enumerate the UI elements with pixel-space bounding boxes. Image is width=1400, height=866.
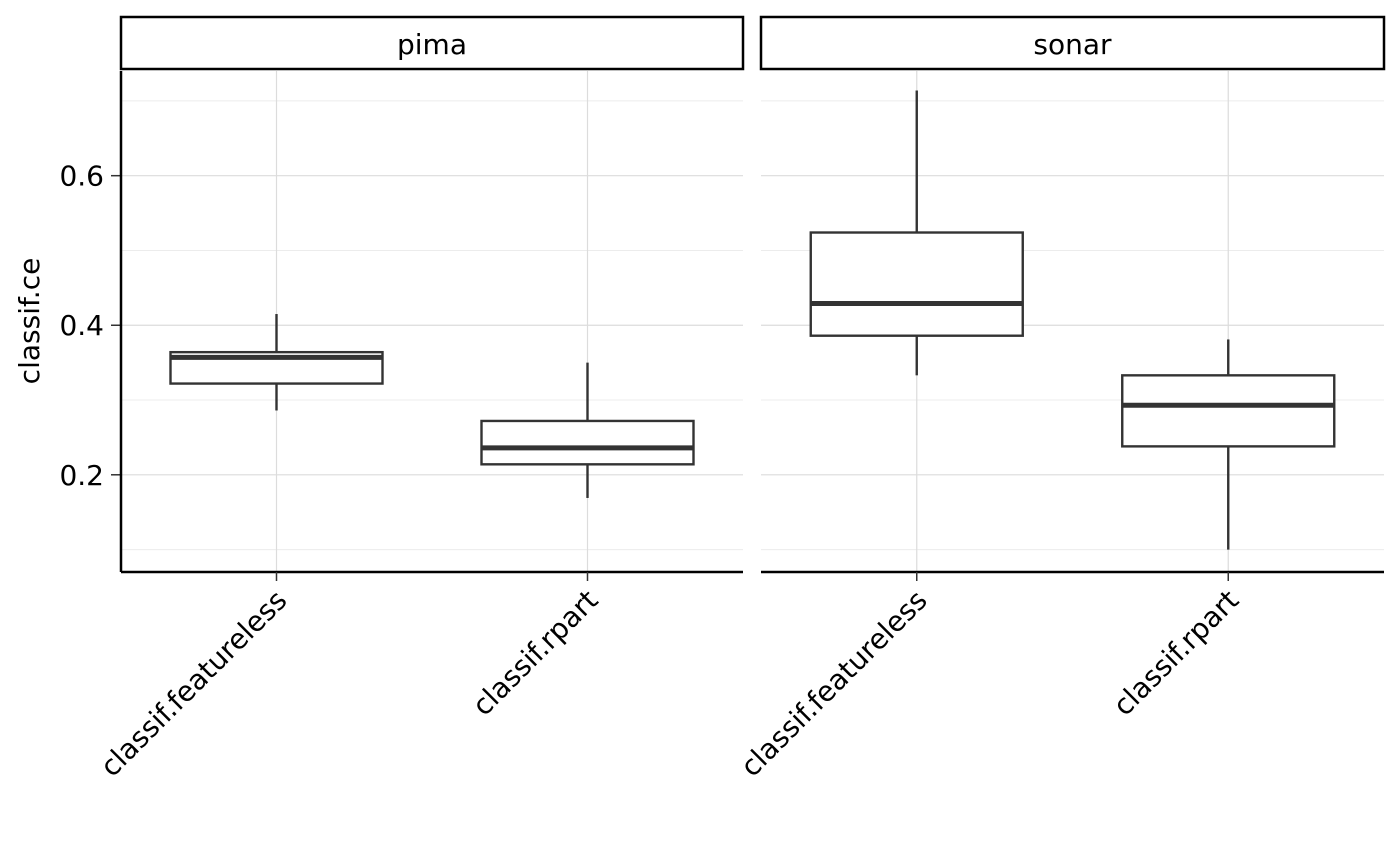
box-sonar-classif-featureless-iqr (809, 231, 1024, 337)
x-tick-label-sonar-1: classif.rpart (1107, 584, 1246, 723)
box-sonar-classif-rpart-iqr (1121, 374, 1336, 448)
y-tick-label-0: 0.2 (59, 459, 104, 492)
y-axis-label: classif.ce (13, 258, 46, 385)
box-pima-classif-rpart-iqr (480, 419, 695, 466)
y-tick-label-1: 0.4 (59, 309, 104, 342)
grid-layer (121, 71, 1384, 572)
x-tick-label-pima-0: classif.featureless (94, 584, 294, 784)
marks-layer (169, 90, 1336, 550)
strip-sonar (759, 15, 1386, 71)
x-tick-label-sonar-0: classif.featureless (734, 584, 934, 784)
x-tick-label-pima-1: classif.rpart (466, 584, 605, 723)
y-tick-label-2: 0.6 (59, 160, 104, 193)
strip-pima (119, 15, 745, 71)
strip-label-sonar: sonar (1033, 28, 1112, 61)
strip-label-pima: pima (397, 28, 467, 61)
